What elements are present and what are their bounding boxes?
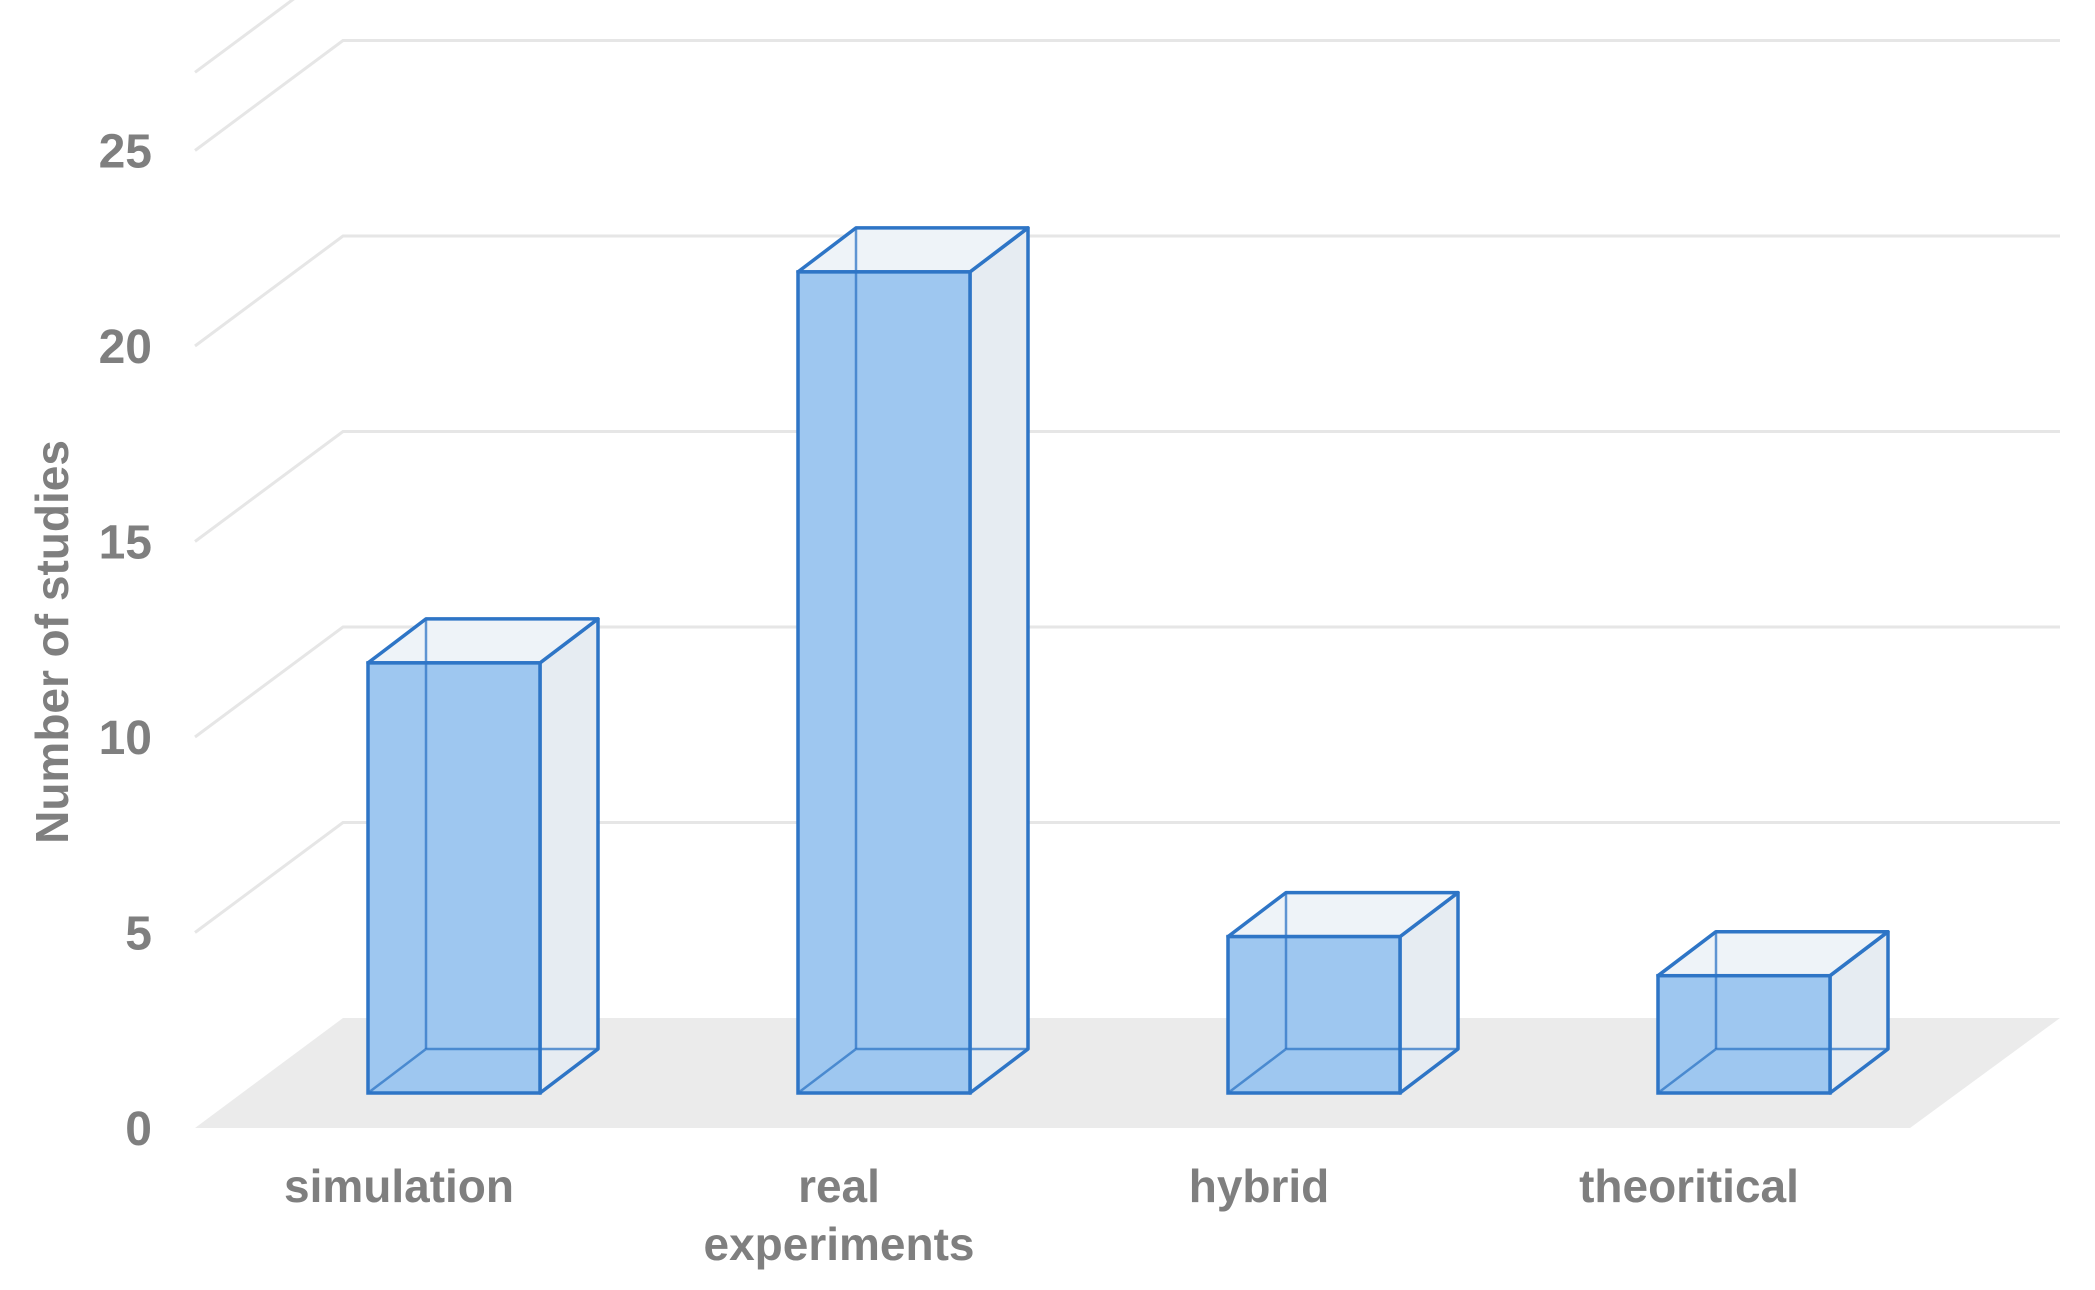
- gridline: [194, 821, 2060, 934]
- category-label-line: real: [798, 1160, 880, 1212]
- category-label-line: theoritical: [1579, 1160, 1799, 1212]
- y-axis-title: Number of studies: [26, 440, 78, 844]
- gridline: [194, 0, 295, 74]
- chart-walls: [194, 0, 2060, 934]
- category-labels: simulation real experiments hybrid theoritic…: [284, 1160, 1799, 1270]
- bar: [1226, 890, 1460, 1095]
- bar: [796, 226, 1030, 1095]
- gridline: [194, 625, 2060, 739]
- category-label-line: hybrid: [1189, 1160, 1330, 1212]
- gridline: [194, 39, 2060, 152]
- y-tick-label: 20: [99, 321, 152, 374]
- y-tick-label: 0: [125, 1103, 152, 1156]
- bar-side-face: [968, 226, 1030, 1095]
- bar-front-face: [1656, 973, 1832, 1095]
- bar-front-face: [796, 270, 972, 1095]
- bar: [366, 617, 600, 1095]
- bar-side-face: [538, 617, 600, 1095]
- bar-front-face: [366, 661, 542, 1095]
- category-label: theoritical: [1579, 1160, 1799, 1212]
- y-tick-labels: 0 5 10 15 20 25: [99, 126, 152, 1157]
- floor-plane: [195, 1018, 2060, 1128]
- category-label-line: experiments: [703, 1218, 974, 1270]
- category-label: real experiments: [703, 1160, 974, 1270]
- bar-front-face: [1226, 934, 1402, 1095]
- y-tick-label: 10: [99, 712, 152, 765]
- gridline: [194, 234, 2060, 348]
- y-tick-label: 25: [99, 126, 152, 179]
- bars-group: [366, 226, 1890, 1095]
- chart-floor: [195, 1018, 2060, 1128]
- y-tick-label: 5: [125, 908, 152, 961]
- y-tick-label: 15: [99, 517, 152, 570]
- category-label: hybrid: [1189, 1160, 1330, 1212]
- category-label: simulation: [284, 1160, 514, 1212]
- bar: [1656, 929, 1890, 1095]
- category-label-line: simulation: [284, 1160, 514, 1212]
- gridline: [194, 430, 2060, 543]
